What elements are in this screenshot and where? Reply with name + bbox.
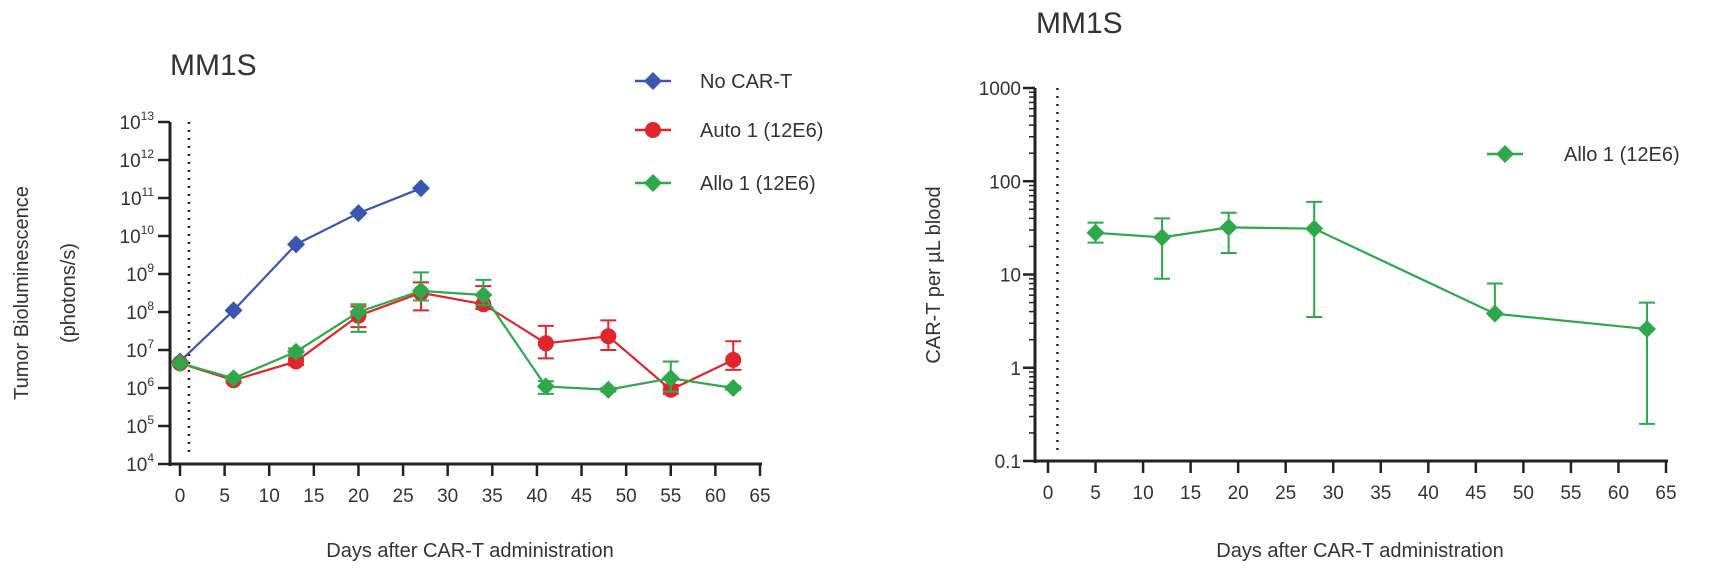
chart-2: MM1S 0 5 10 15 20 25 30 35 40 45 50 55 60 65 0.1 1 10 100 1… xyxy=(923,7,1680,562)
series-line xyxy=(179,291,734,392)
chart-title: MM1S xyxy=(1036,7,1123,40)
data-point xyxy=(224,369,243,388)
data-point xyxy=(1153,228,1172,247)
x-tick-label: 20 xyxy=(1228,483,1249,504)
x-tick-label: 55 xyxy=(660,486,681,507)
y-tick-label: 104 xyxy=(126,451,154,476)
x-tick-label: 0 xyxy=(175,486,186,507)
legend-marker xyxy=(644,174,662,192)
x-tick-label: 35 xyxy=(1370,483,1391,504)
data-point xyxy=(600,328,617,345)
x-tick-label: 40 xyxy=(1418,483,1439,504)
y-tick-label: 1011 xyxy=(120,185,154,210)
data-point xyxy=(536,377,555,396)
data-point xyxy=(474,286,493,305)
data-point xyxy=(287,342,305,361)
legend-marker xyxy=(645,122,661,138)
data-point xyxy=(599,380,618,399)
x-tick-label: 55 xyxy=(1560,483,1581,504)
x-tick-label: 0 xyxy=(1043,483,1054,504)
series-allo-1-12e6- xyxy=(1086,200,1656,425)
data-point xyxy=(1305,219,1324,238)
data-point xyxy=(661,369,680,388)
y-tick-label: 105 xyxy=(126,413,154,438)
x-tick-label: 10 xyxy=(1133,483,1154,504)
y-tick-label: 106 xyxy=(126,375,154,400)
data-point xyxy=(1086,223,1105,242)
data-point xyxy=(287,235,305,254)
x-tick-label: 20 xyxy=(348,486,369,507)
data-point xyxy=(349,303,368,321)
data-point xyxy=(725,351,742,368)
x-tick-label: 40 xyxy=(526,486,547,507)
y-tick-label: 108 xyxy=(126,299,154,324)
y-axis-label: Tumor Bioluminescence xyxy=(11,186,33,400)
x-tick-label: 15 xyxy=(303,486,324,507)
x-tick-label: 50 xyxy=(616,486,637,507)
y-tick-label: 100 xyxy=(989,172,1021,193)
data-point xyxy=(224,301,243,320)
data-point xyxy=(411,281,430,300)
y-tick-label: 10 xyxy=(1000,266,1021,287)
x-tick-label: 65 xyxy=(1655,483,1676,504)
x-tick-label: 5 xyxy=(219,486,230,507)
y-tick-label: 0.1 xyxy=(995,452,1021,473)
series-line xyxy=(179,289,734,391)
x-tick-label: 65 xyxy=(749,486,770,507)
data-point xyxy=(1485,304,1504,323)
x-tick-label: 60 xyxy=(1608,483,1629,504)
data-point xyxy=(1637,320,1656,339)
y-axis-units: (photons/s) xyxy=(58,243,80,343)
y-tick-label: 1010 xyxy=(120,223,155,248)
x-tick-label: 50 xyxy=(1513,483,1534,504)
data-point xyxy=(537,335,554,352)
y-tick-label: 107 xyxy=(126,337,154,362)
chart-1: MM1S 0 5 10 15 20 25 30 35 40 45 50 55 60 65 104 105 106 1… xyxy=(11,49,823,562)
legend-label: Allo 1 (12E6) xyxy=(1564,144,1680,166)
x-axis-label: Days after CAR-T administration xyxy=(326,540,614,562)
x-tick-label: 10 xyxy=(259,486,280,507)
y-tick-label: 1 xyxy=(1010,359,1021,380)
legend-marker xyxy=(644,72,662,90)
chart-title: MM1S xyxy=(170,49,257,82)
x-tick-label: 25 xyxy=(393,486,414,507)
data-point xyxy=(411,179,430,198)
x-tick-label: 45 xyxy=(571,486,592,507)
data-point xyxy=(1219,218,1238,237)
y-tick-label: 109 xyxy=(126,261,154,286)
y-tick-label: 1013 xyxy=(120,109,155,134)
x-tick-label: 30 xyxy=(1323,483,1344,504)
x-tick-label: 35 xyxy=(482,486,503,507)
series-allo-1-12e6- xyxy=(171,271,743,399)
x-axis-label: Days after CAR-T administration xyxy=(1216,540,1504,562)
series-line xyxy=(179,187,422,363)
y-tick-label: 1012 xyxy=(120,147,155,172)
x-tick-label: 5 xyxy=(1090,483,1101,504)
x-tick-label: 25 xyxy=(1275,483,1296,504)
x-tick-label: 45 xyxy=(1465,483,1486,504)
y-tick-label: 1000 xyxy=(979,79,1021,100)
series-line xyxy=(1095,226,1648,331)
legend-label: Auto 1 (12E6) xyxy=(700,120,823,142)
x-tick-label: 60 xyxy=(705,486,726,507)
data-point xyxy=(724,379,743,397)
data-point xyxy=(288,353,304,370)
legend-label: Allo 1 (12E6) xyxy=(700,173,816,195)
series-no-car-t xyxy=(171,179,430,371)
legend-marker xyxy=(1496,145,1514,163)
x-tick-label: 15 xyxy=(1180,483,1201,504)
x-tick-label: 30 xyxy=(437,486,458,507)
legend-label: No CAR-T xyxy=(700,71,792,93)
y-axis-label: CAR-T per µL blood xyxy=(923,186,945,363)
data-point xyxy=(171,354,189,373)
data-point xyxy=(349,204,368,223)
